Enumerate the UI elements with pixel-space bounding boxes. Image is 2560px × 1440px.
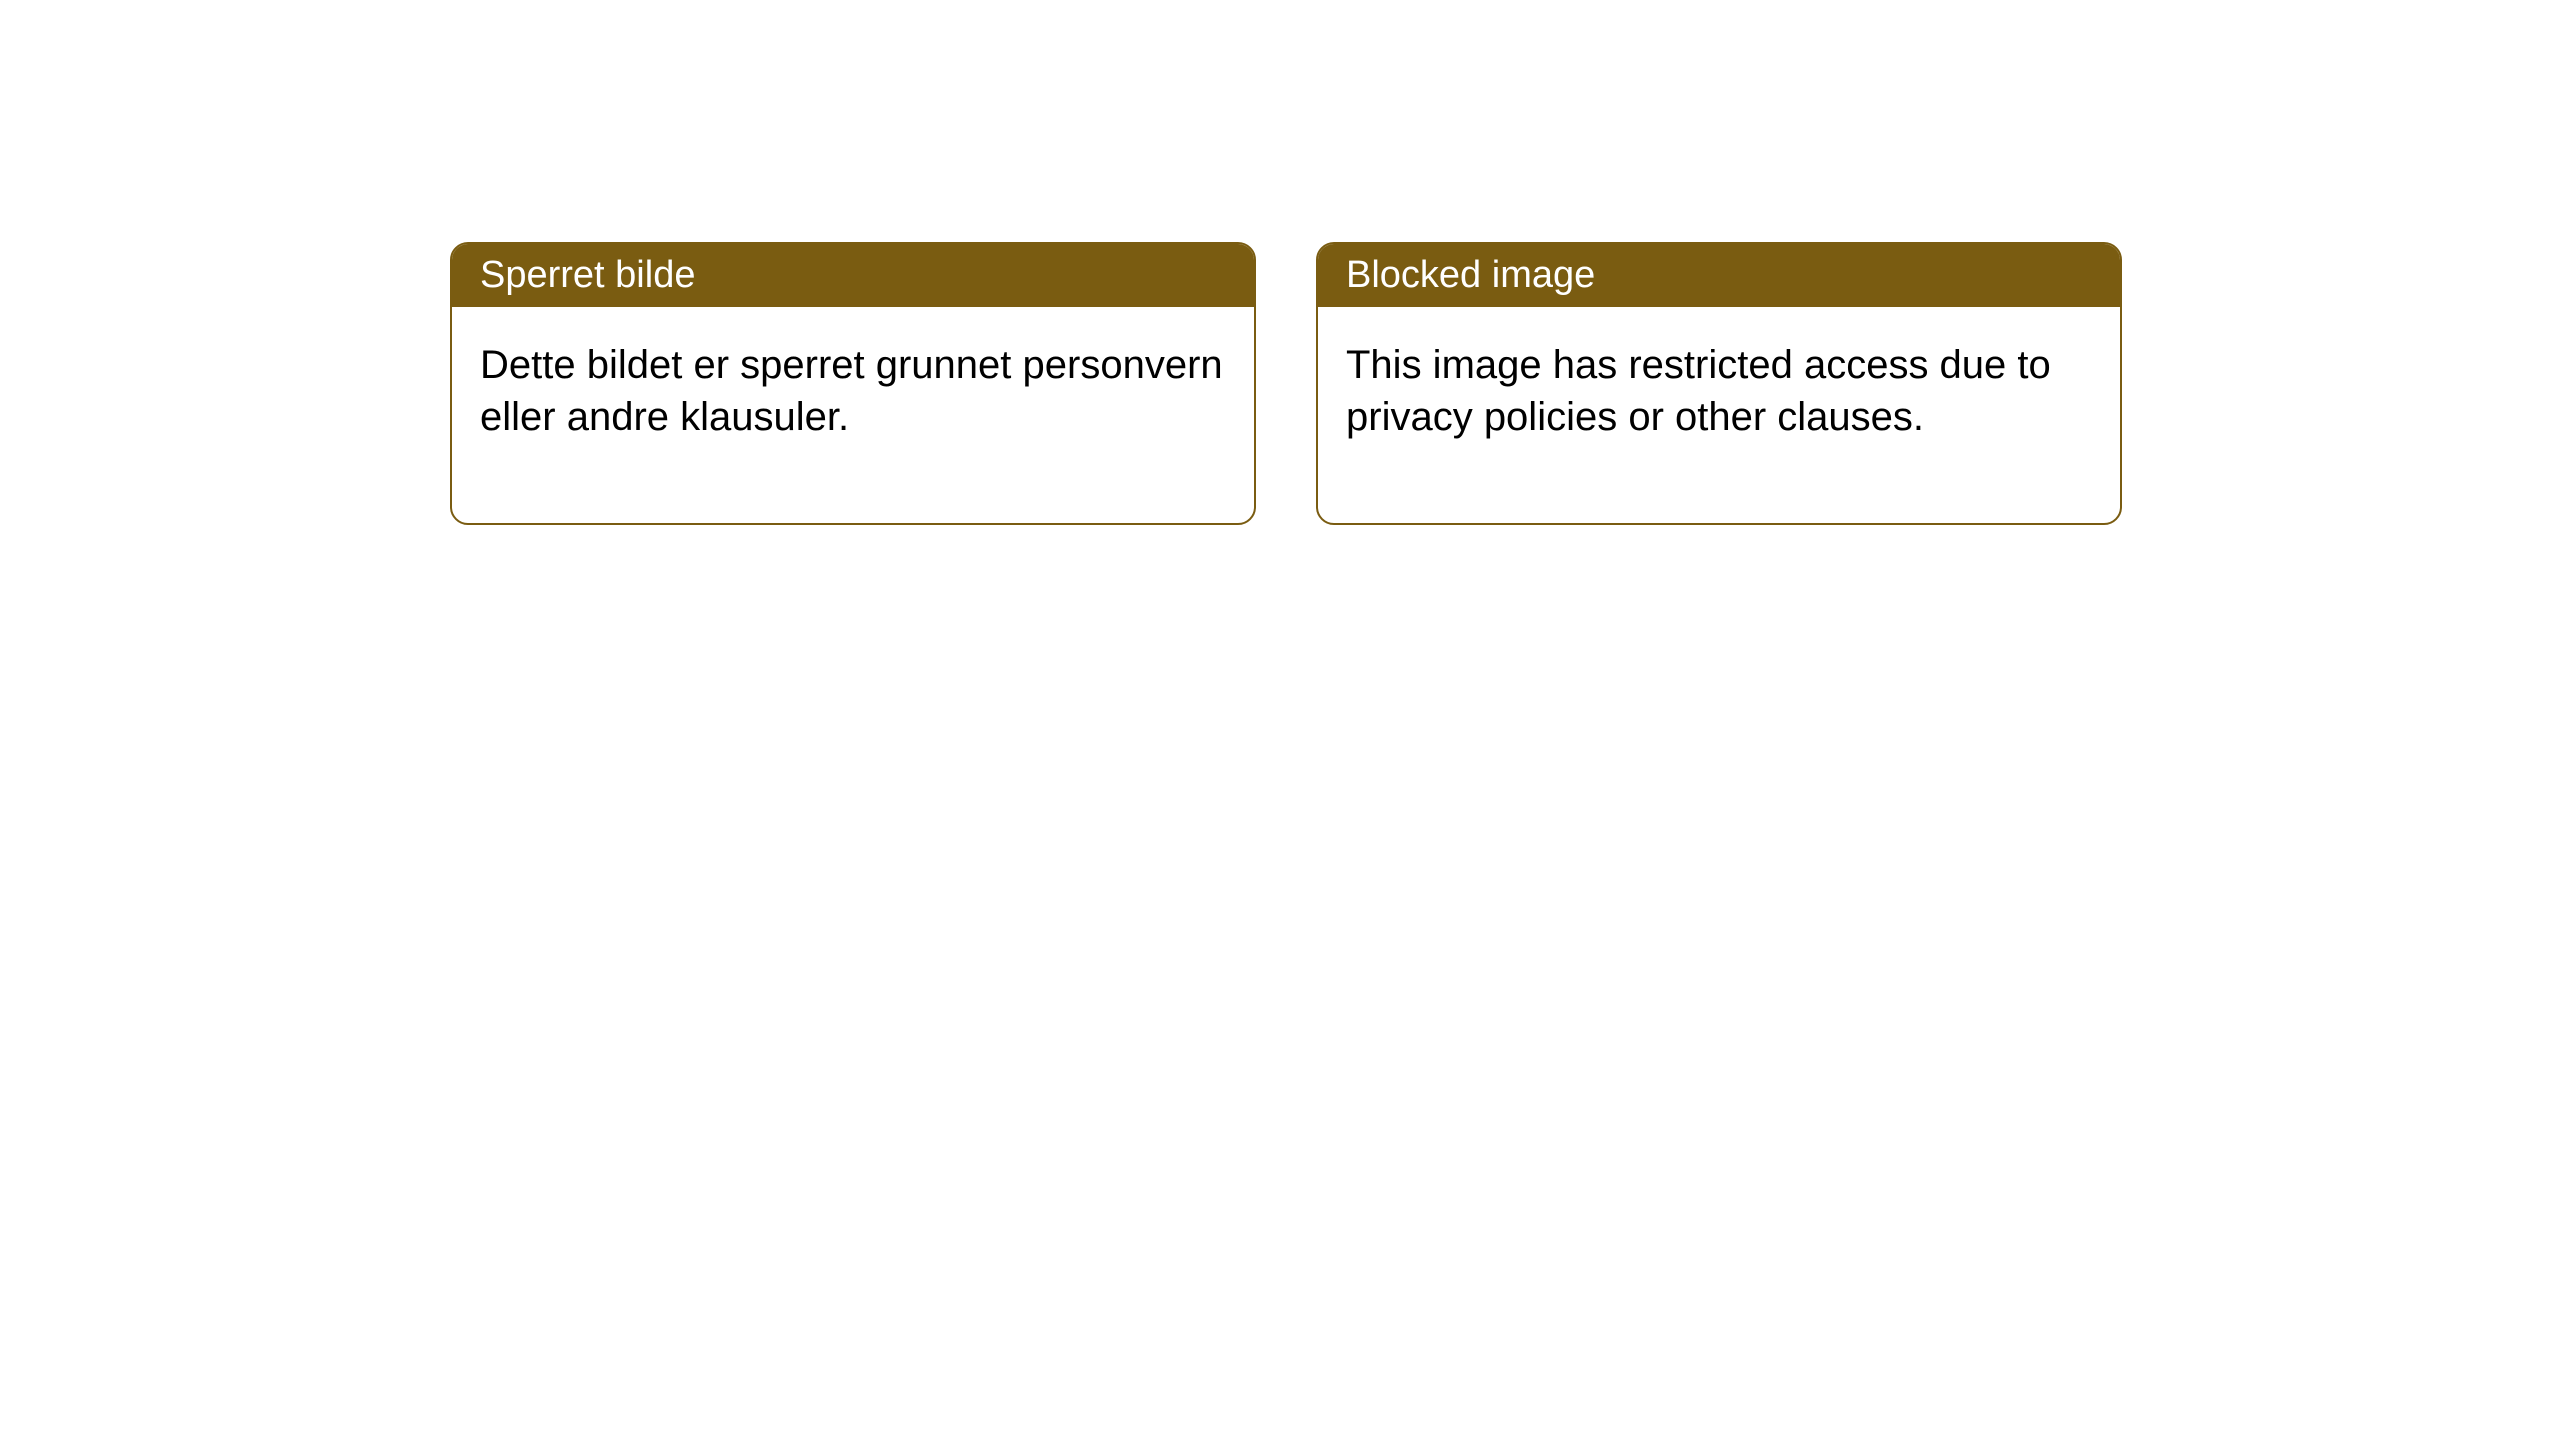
notice-header: Blocked image (1318, 244, 2120, 307)
notice-header: Sperret bilde (452, 244, 1254, 307)
notice-body: Dette bildet er sperret grunnet personve… (452, 307, 1254, 523)
notice-card-english: Blocked image This image has restricted … (1316, 242, 2122, 525)
notice-container: Sperret bilde Dette bildet er sperret gr… (0, 0, 2560, 525)
notice-body: This image has restricted access due to … (1318, 307, 2120, 523)
notice-card-norwegian: Sperret bilde Dette bildet er sperret gr… (450, 242, 1256, 525)
